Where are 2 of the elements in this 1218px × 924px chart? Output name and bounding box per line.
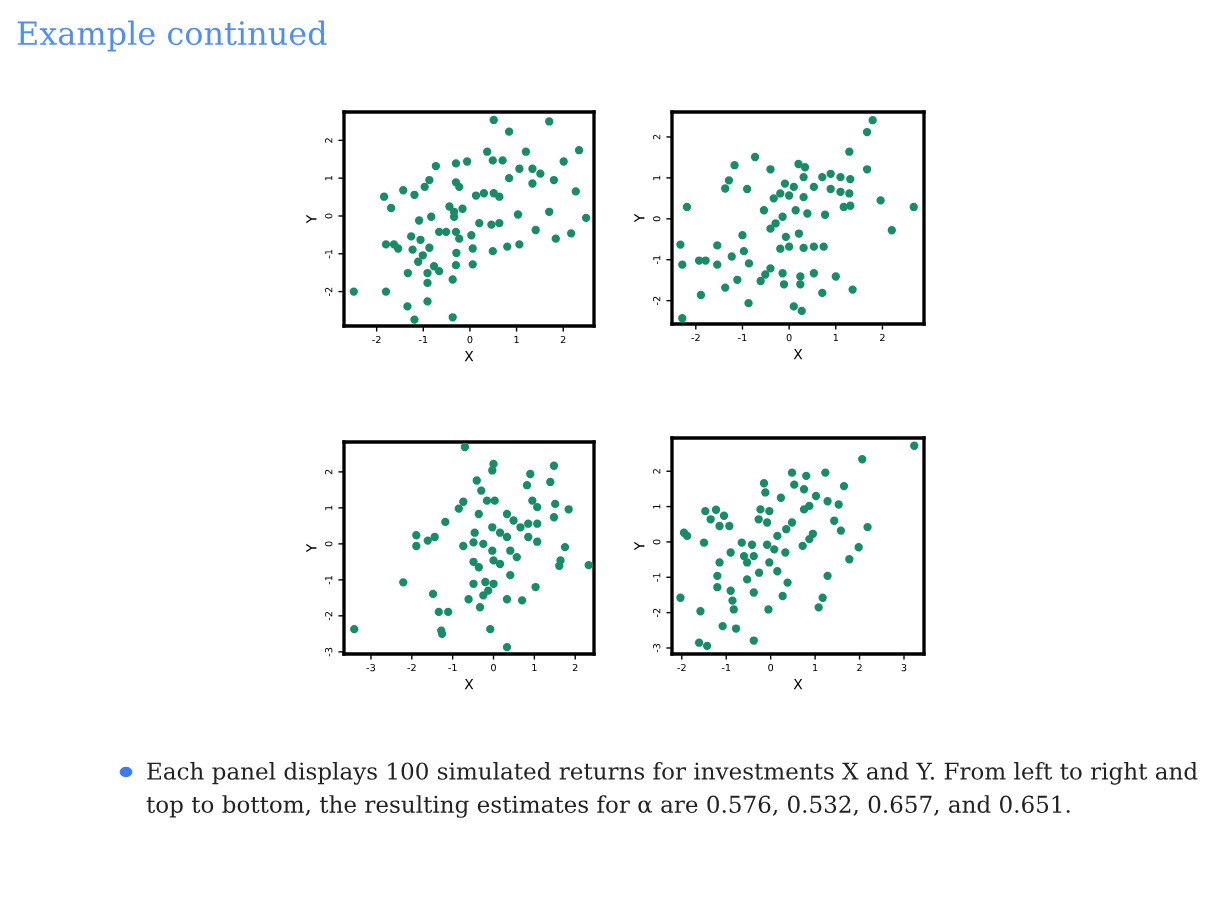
text: Each panel displays 100 simulated returns for investments X and Y. From left to right and top to bottom, the resulting estimates for α are 0.576, 0.532, 0.657, and 0.651. — [146, 762, 1198, 818]
chart-title: Example continued — [17, 20, 327, 52]
